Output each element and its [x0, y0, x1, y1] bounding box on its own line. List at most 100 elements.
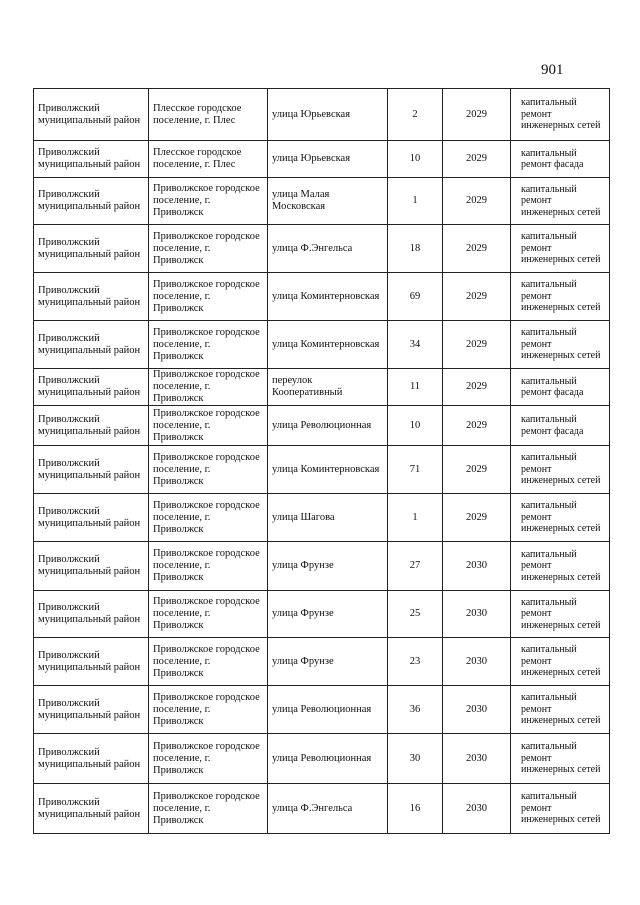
- house-number-cell: 25: [387, 590, 443, 638]
- district-cell: Приволжский муниципальный район: [33, 140, 149, 178]
- district-cell: Приволжский муниципальный район: [33, 224, 149, 273]
- work-type-cell: капитальный ремонт инженерных сетей: [510, 88, 610, 141]
- district-cell: Приволжский муниципальный район: [33, 783, 149, 834]
- district-cell: Приволжский муниципальный район: [33, 405, 149, 446]
- year-cell: 2030: [442, 685, 511, 734]
- district-cell: Приволжский муниципальный район: [33, 685, 149, 734]
- house-number-cell: 23: [387, 637, 443, 686]
- district-cell: Приволжский муниципальный район: [33, 445, 149, 494]
- settlement-cell: Плесское городское поселение, г. Плес: [148, 88, 268, 141]
- district-cell: Приволжский муниципальный район: [33, 733, 149, 784]
- street-cell: улица Ф.Энгельса: [267, 224, 388, 273]
- street-cell: улица Фрунзе: [267, 637, 388, 686]
- district-cell: Приволжский муниципальный район: [33, 272, 149, 321]
- street-cell: улица Юрьевская: [267, 88, 388, 141]
- street-cell: улица Коминтерновская: [267, 320, 388, 369]
- work-type-cell: капитальный ремонт инженерных сетей: [510, 637, 610, 686]
- street-cell: улица Ф.Энгельса: [267, 783, 388, 834]
- table-row: Приволжский муниципальный район Приволжск…: [33, 405, 610, 446]
- work-type-cell: капитальный ремонт фасада: [510, 405, 610, 446]
- street-cell: улица Революционная: [267, 685, 388, 734]
- work-type-cell: капитальный ремонт фасада: [510, 140, 610, 178]
- district-cell: Приволжский муниципальный район: [33, 541, 149, 591]
- year-cell: 2030: [442, 637, 511, 686]
- settlement-cell: Плесское городское поселение, г. Плес: [148, 140, 268, 178]
- work-type-cell: капитальный ремонт инженерных сетей: [510, 320, 610, 369]
- district-cell: Приволжский муниципальный район: [33, 368, 149, 406]
- work-type-cell: капитальный ремонт инженерных сетей: [510, 493, 610, 542]
- settlement-cell: Приволжское городское поселение, г. Прив…: [148, 733, 268, 784]
- repair-schedule-table: Приволжский муниципальный район Плесское …: [33, 88, 610, 834]
- street-cell: улица Шагова: [267, 493, 388, 542]
- work-type-cell: капитальный ремонт инженерных сетей: [510, 685, 610, 734]
- settlement-cell: Приволжское городское поселение, г. Прив…: [148, 368, 268, 406]
- table-row: Приволжский муниципальный район Приволжск…: [33, 177, 610, 225]
- settlement-cell: Приволжское городское поселение, г. Прив…: [148, 224, 268, 273]
- district-cell: Приволжский муниципальный район: [33, 320, 149, 369]
- table-row: Приволжский муниципальный район Приволжск…: [33, 445, 610, 494]
- table-row: Приволжский муниципальный район Приволжск…: [33, 685, 610, 734]
- settlement-cell: Приволжское городское поселение, г. Прив…: [148, 783, 268, 834]
- street-cell: улица Коминтерновская: [267, 445, 388, 494]
- district-cell: Приволжский муниципальный район: [33, 637, 149, 686]
- year-cell: 2029: [442, 88, 511, 141]
- table-row: Приволжский муниципальный район Приволжск…: [33, 493, 610, 542]
- table-row: Приволжский муниципальный район Приволжск…: [33, 272, 610, 321]
- settlement-cell: Приволжское городское поселение, г. Прив…: [148, 685, 268, 734]
- year-cell: 2030: [442, 590, 511, 638]
- year-cell: 2029: [442, 272, 511, 321]
- year-cell: 2029: [442, 224, 511, 273]
- house-number-cell: 27: [387, 541, 443, 591]
- street-cell: улица Революционная: [267, 405, 388, 446]
- work-type-cell: капитальный ремонт инженерных сетей: [510, 224, 610, 273]
- year-cell: 2029: [442, 177, 511, 225]
- work-type-cell: капитальный ремонт инженерных сетей: [510, 177, 610, 225]
- work-type-cell: капитальный ремонт инженерных сетей: [510, 445, 610, 494]
- year-cell: 2030: [442, 783, 511, 834]
- street-cell: улица Фрунзе: [267, 590, 388, 638]
- table-row: Приволжский муниципальный район Приволжск…: [33, 320, 610, 369]
- work-type-cell: капитальный ремонт инженерных сетей: [510, 590, 610, 638]
- house-number-cell: 16: [387, 783, 443, 834]
- district-cell: Приволжский муниципальный район: [33, 590, 149, 638]
- street-cell: улица Революционная: [267, 733, 388, 784]
- year-cell: 2029: [442, 493, 511, 542]
- table-row: Приволжский муниципальный район Приволжск…: [33, 590, 610, 638]
- street-cell: улица Фрунзе: [267, 541, 388, 591]
- settlement-cell: Приволжское городское поселение, г. Прив…: [148, 590, 268, 638]
- table-row: Приволжский муниципальный район Приволжск…: [33, 783, 610, 834]
- house-number-cell: 36: [387, 685, 443, 734]
- house-number-cell: 34: [387, 320, 443, 369]
- table-row: Приволжский муниципальный район Приволжск…: [33, 368, 610, 406]
- district-cell: Приволжский муниципальный район: [33, 177, 149, 225]
- settlement-cell: Приволжское городское поселение, г. Прив…: [148, 445, 268, 494]
- district-cell: Приволжский муниципальный район: [33, 88, 149, 141]
- year-cell: 2029: [442, 405, 511, 446]
- settlement-cell: Приволжское городское поселение, г. Прив…: [148, 177, 268, 225]
- work-type-cell: капитальный ремонт фасада: [510, 368, 610, 406]
- settlement-cell: Приволжское городское поселение, г. Прив…: [148, 320, 268, 369]
- year-cell: 2029: [442, 445, 511, 494]
- work-type-cell: капитальный ремонт инженерных сетей: [510, 733, 610, 784]
- table-row: Приволжский муниципальный район Приволжск…: [33, 541, 610, 591]
- street-cell: улица Коминтерновская: [267, 272, 388, 321]
- year-cell: 2029: [442, 320, 511, 369]
- house-number-cell: 1: [387, 177, 443, 225]
- street-cell: переулок Кооперативный: [267, 368, 388, 406]
- year-cell: 2030: [442, 541, 511, 591]
- work-type-cell: капитальный ремонт инженерных сетей: [510, 783, 610, 834]
- house-number-cell: 1: [387, 493, 443, 542]
- year-cell: 2029: [442, 368, 511, 406]
- table-row: Приволжский муниципальный район Приволжск…: [33, 733, 610, 784]
- district-cell: Приволжский муниципальный район: [33, 493, 149, 542]
- year-cell: 2030: [442, 733, 511, 784]
- house-number-cell: 18: [387, 224, 443, 273]
- house-number-cell: 69: [387, 272, 443, 321]
- settlement-cell: Приволжское городское поселение, г. Прив…: [148, 405, 268, 446]
- house-number-cell: 10: [387, 140, 443, 178]
- street-cell: улица Юрьевская: [267, 140, 388, 178]
- table-row: Приволжский муниципальный район Плесское …: [33, 88, 610, 141]
- settlement-cell: Приволжское городское поселение, г. Прив…: [148, 541, 268, 591]
- house-number-cell: 30: [387, 733, 443, 784]
- table-row: Приволжский муниципальный район Плесское …: [33, 140, 610, 178]
